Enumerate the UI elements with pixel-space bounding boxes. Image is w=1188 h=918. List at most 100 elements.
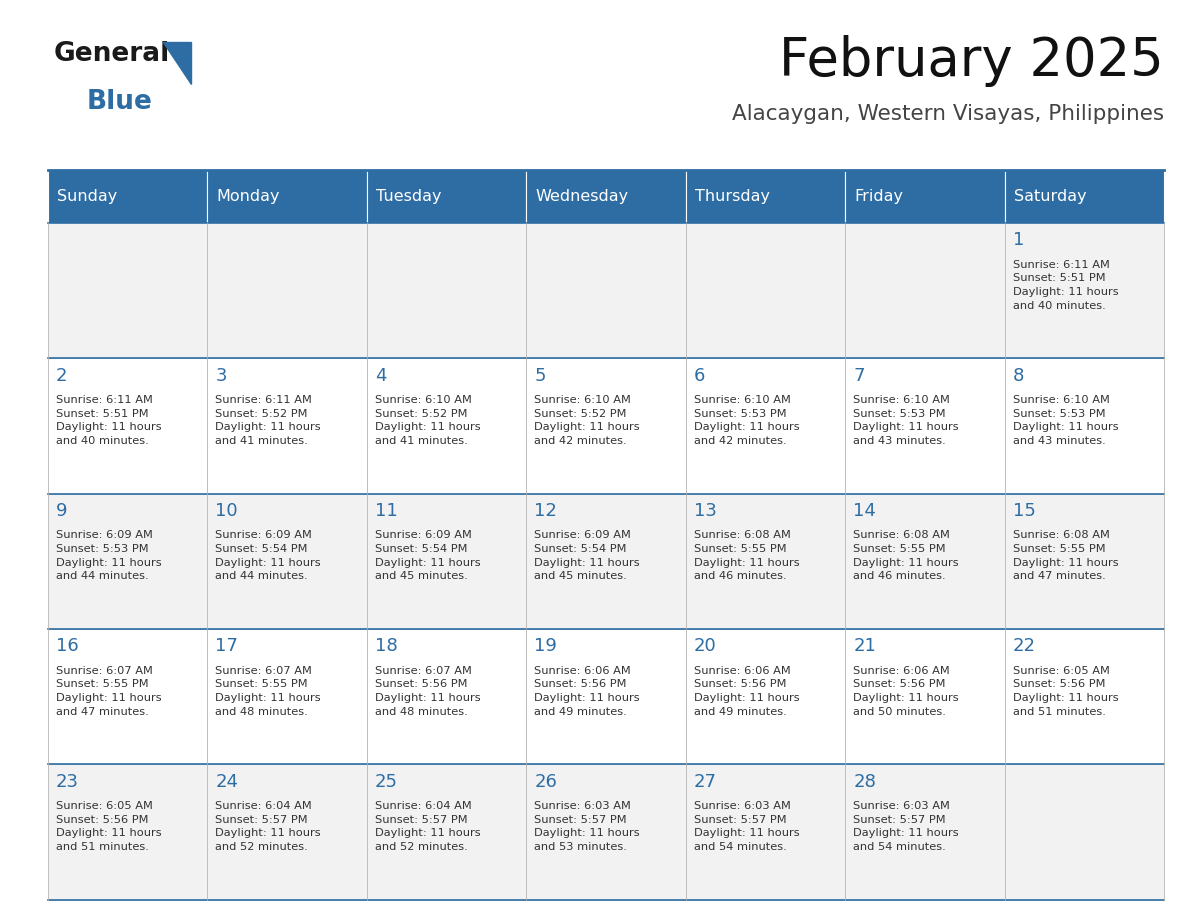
Text: Sunrise: 6:10 AM
Sunset: 5:53 PM
Daylight: 11 hours
and 43 minutes.: Sunrise: 6:10 AM Sunset: 5:53 PM Dayligh… bbox=[853, 395, 959, 446]
Text: 4: 4 bbox=[375, 366, 386, 385]
Text: Sunrise: 6:09 AM
Sunset: 5:53 PM
Daylight: 11 hours
and 44 minutes.: Sunrise: 6:09 AM Sunset: 5:53 PM Dayligh… bbox=[56, 531, 162, 581]
Text: Alacaygan, Western Visayas, Philippines: Alacaygan, Western Visayas, Philippines bbox=[732, 104, 1164, 124]
FancyBboxPatch shape bbox=[1005, 629, 1164, 765]
FancyBboxPatch shape bbox=[845, 629, 1005, 765]
Text: 7: 7 bbox=[853, 366, 865, 385]
Text: Sunrise: 6:03 AM
Sunset: 5:57 PM
Daylight: 11 hours
and 53 minutes.: Sunrise: 6:03 AM Sunset: 5:57 PM Dayligh… bbox=[535, 801, 640, 852]
Text: Thursday: Thursday bbox=[695, 189, 770, 204]
Text: Sunrise: 6:09 AM
Sunset: 5:54 PM
Daylight: 11 hours
and 45 minutes.: Sunrise: 6:09 AM Sunset: 5:54 PM Dayligh… bbox=[535, 531, 640, 581]
FancyBboxPatch shape bbox=[367, 170, 526, 223]
Text: Sunrise: 6:05 AM
Sunset: 5:56 PM
Daylight: 11 hours
and 51 minutes.: Sunrise: 6:05 AM Sunset: 5:56 PM Dayligh… bbox=[56, 801, 162, 852]
Text: Sunrise: 6:08 AM
Sunset: 5:55 PM
Daylight: 11 hours
and 46 minutes.: Sunrise: 6:08 AM Sunset: 5:55 PM Dayligh… bbox=[853, 531, 959, 581]
Text: Monday: Monday bbox=[216, 189, 280, 204]
Text: 27: 27 bbox=[694, 773, 718, 790]
FancyBboxPatch shape bbox=[1005, 170, 1164, 223]
Text: 16: 16 bbox=[56, 637, 78, 655]
Text: 3: 3 bbox=[215, 366, 227, 385]
FancyBboxPatch shape bbox=[685, 223, 845, 358]
FancyBboxPatch shape bbox=[367, 629, 526, 765]
Text: 19: 19 bbox=[535, 637, 557, 655]
FancyBboxPatch shape bbox=[48, 494, 207, 629]
FancyBboxPatch shape bbox=[207, 629, 367, 765]
FancyBboxPatch shape bbox=[367, 358, 526, 494]
Text: 14: 14 bbox=[853, 502, 877, 520]
FancyBboxPatch shape bbox=[207, 494, 367, 629]
Text: Sunrise: 6:06 AM
Sunset: 5:56 PM
Daylight: 11 hours
and 50 minutes.: Sunrise: 6:06 AM Sunset: 5:56 PM Dayligh… bbox=[853, 666, 959, 717]
FancyBboxPatch shape bbox=[48, 629, 207, 765]
FancyBboxPatch shape bbox=[367, 494, 526, 629]
Text: 8: 8 bbox=[1013, 366, 1024, 385]
FancyBboxPatch shape bbox=[367, 765, 526, 900]
Text: Sunrise: 6:07 AM
Sunset: 5:55 PM
Daylight: 11 hours
and 48 minutes.: Sunrise: 6:07 AM Sunset: 5:55 PM Dayligh… bbox=[215, 666, 321, 717]
Text: Sunrise: 6:04 AM
Sunset: 5:57 PM
Daylight: 11 hours
and 52 minutes.: Sunrise: 6:04 AM Sunset: 5:57 PM Dayligh… bbox=[375, 801, 480, 852]
Text: 28: 28 bbox=[853, 773, 877, 790]
FancyBboxPatch shape bbox=[526, 629, 685, 765]
Text: Sunrise: 6:11 AM
Sunset: 5:51 PM
Daylight: 11 hours
and 40 minutes.: Sunrise: 6:11 AM Sunset: 5:51 PM Dayligh… bbox=[56, 395, 162, 446]
Text: 21: 21 bbox=[853, 637, 877, 655]
Text: Sunrise: 6:06 AM
Sunset: 5:56 PM
Daylight: 11 hours
and 49 minutes.: Sunrise: 6:06 AM Sunset: 5:56 PM Dayligh… bbox=[535, 666, 640, 717]
Text: Sunrise: 6:09 AM
Sunset: 5:54 PM
Daylight: 11 hours
and 44 minutes.: Sunrise: 6:09 AM Sunset: 5:54 PM Dayligh… bbox=[215, 531, 321, 581]
FancyBboxPatch shape bbox=[207, 170, 367, 223]
FancyBboxPatch shape bbox=[685, 170, 845, 223]
FancyBboxPatch shape bbox=[526, 170, 685, 223]
Text: Sunrise: 6:03 AM
Sunset: 5:57 PM
Daylight: 11 hours
and 54 minutes.: Sunrise: 6:03 AM Sunset: 5:57 PM Dayligh… bbox=[853, 801, 959, 852]
FancyBboxPatch shape bbox=[685, 494, 845, 629]
FancyBboxPatch shape bbox=[845, 223, 1005, 358]
Text: Sunrise: 6:10 AM
Sunset: 5:52 PM
Daylight: 11 hours
and 42 minutes.: Sunrise: 6:10 AM Sunset: 5:52 PM Dayligh… bbox=[535, 395, 640, 446]
Text: 1: 1 bbox=[1013, 231, 1024, 250]
FancyBboxPatch shape bbox=[207, 358, 367, 494]
Text: Sunrise: 6:08 AM
Sunset: 5:55 PM
Daylight: 11 hours
and 47 minutes.: Sunrise: 6:08 AM Sunset: 5:55 PM Dayligh… bbox=[1013, 531, 1119, 581]
FancyBboxPatch shape bbox=[526, 223, 685, 358]
Text: General: General bbox=[53, 41, 170, 67]
FancyBboxPatch shape bbox=[526, 494, 685, 629]
FancyBboxPatch shape bbox=[48, 223, 207, 358]
Text: 5: 5 bbox=[535, 366, 546, 385]
FancyBboxPatch shape bbox=[685, 765, 845, 900]
Text: Blue: Blue bbox=[87, 89, 152, 115]
Text: Sunday: Sunday bbox=[57, 189, 118, 204]
Text: 13: 13 bbox=[694, 502, 716, 520]
Text: 17: 17 bbox=[215, 637, 239, 655]
Text: 24: 24 bbox=[215, 773, 239, 790]
Text: Saturday: Saturday bbox=[1015, 189, 1087, 204]
Text: Friday: Friday bbox=[854, 189, 904, 204]
FancyBboxPatch shape bbox=[1005, 494, 1164, 629]
FancyBboxPatch shape bbox=[207, 765, 367, 900]
FancyBboxPatch shape bbox=[845, 358, 1005, 494]
FancyBboxPatch shape bbox=[845, 170, 1005, 223]
FancyBboxPatch shape bbox=[1005, 765, 1164, 900]
Text: Wednesday: Wednesday bbox=[536, 189, 628, 204]
Polygon shape bbox=[163, 42, 191, 84]
FancyBboxPatch shape bbox=[845, 494, 1005, 629]
Text: 9: 9 bbox=[56, 502, 68, 520]
FancyBboxPatch shape bbox=[526, 765, 685, 900]
Text: Sunrise: 6:03 AM
Sunset: 5:57 PM
Daylight: 11 hours
and 54 minutes.: Sunrise: 6:03 AM Sunset: 5:57 PM Dayligh… bbox=[694, 801, 800, 852]
Text: 18: 18 bbox=[375, 637, 398, 655]
FancyBboxPatch shape bbox=[526, 358, 685, 494]
FancyBboxPatch shape bbox=[207, 223, 367, 358]
Text: Sunrise: 6:11 AM
Sunset: 5:52 PM
Daylight: 11 hours
and 41 minutes.: Sunrise: 6:11 AM Sunset: 5:52 PM Dayligh… bbox=[215, 395, 321, 446]
Text: Sunrise: 6:06 AM
Sunset: 5:56 PM
Daylight: 11 hours
and 49 minutes.: Sunrise: 6:06 AM Sunset: 5:56 PM Dayligh… bbox=[694, 666, 800, 717]
Text: 22: 22 bbox=[1013, 637, 1036, 655]
Text: 20: 20 bbox=[694, 637, 716, 655]
Text: Sunrise: 6:10 AM
Sunset: 5:52 PM
Daylight: 11 hours
and 41 minutes.: Sunrise: 6:10 AM Sunset: 5:52 PM Dayligh… bbox=[375, 395, 480, 446]
Text: Sunrise: 6:07 AM
Sunset: 5:55 PM
Daylight: 11 hours
and 47 minutes.: Sunrise: 6:07 AM Sunset: 5:55 PM Dayligh… bbox=[56, 666, 162, 717]
FancyBboxPatch shape bbox=[367, 223, 526, 358]
Text: 11: 11 bbox=[375, 502, 398, 520]
Text: Sunrise: 6:09 AM
Sunset: 5:54 PM
Daylight: 11 hours
and 45 minutes.: Sunrise: 6:09 AM Sunset: 5:54 PM Dayligh… bbox=[375, 531, 480, 581]
Text: 23: 23 bbox=[56, 773, 78, 790]
Text: 26: 26 bbox=[535, 773, 557, 790]
FancyBboxPatch shape bbox=[48, 765, 207, 900]
Text: 25: 25 bbox=[375, 773, 398, 790]
Text: 2: 2 bbox=[56, 366, 68, 385]
Text: Sunrise: 6:04 AM
Sunset: 5:57 PM
Daylight: 11 hours
and 52 minutes.: Sunrise: 6:04 AM Sunset: 5:57 PM Dayligh… bbox=[215, 801, 321, 852]
Text: Sunrise: 6:10 AM
Sunset: 5:53 PM
Daylight: 11 hours
and 42 minutes.: Sunrise: 6:10 AM Sunset: 5:53 PM Dayligh… bbox=[694, 395, 800, 446]
Text: Tuesday: Tuesday bbox=[377, 189, 442, 204]
Text: 15: 15 bbox=[1013, 502, 1036, 520]
Text: Sunrise: 6:05 AM
Sunset: 5:56 PM
Daylight: 11 hours
and 51 minutes.: Sunrise: 6:05 AM Sunset: 5:56 PM Dayligh… bbox=[1013, 666, 1119, 717]
FancyBboxPatch shape bbox=[685, 358, 845, 494]
Text: Sunrise: 6:07 AM
Sunset: 5:56 PM
Daylight: 11 hours
and 48 minutes.: Sunrise: 6:07 AM Sunset: 5:56 PM Dayligh… bbox=[375, 666, 480, 717]
Text: Sunrise: 6:11 AM
Sunset: 5:51 PM
Daylight: 11 hours
and 40 minutes.: Sunrise: 6:11 AM Sunset: 5:51 PM Dayligh… bbox=[1013, 260, 1119, 310]
Text: 10: 10 bbox=[215, 502, 238, 520]
Text: Sunrise: 6:08 AM
Sunset: 5:55 PM
Daylight: 11 hours
and 46 minutes.: Sunrise: 6:08 AM Sunset: 5:55 PM Dayligh… bbox=[694, 531, 800, 581]
